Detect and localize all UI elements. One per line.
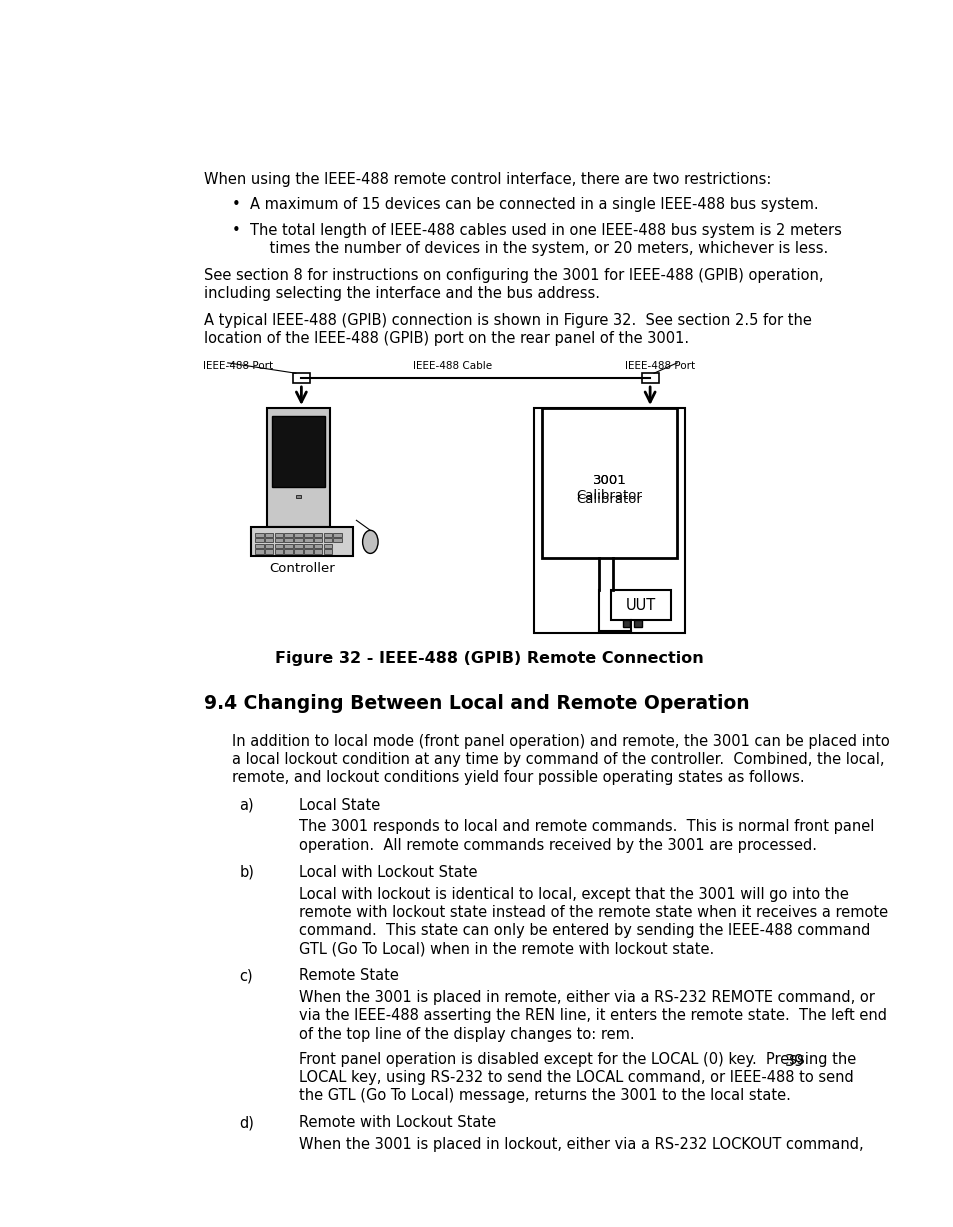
Bar — [304, 544, 313, 548]
Text: c): c) — [239, 968, 253, 984]
Text: See section 8 for instructions on configuring the 3001 for IEEE-488 (GPIB) opera: See section 8 for instructions on config… — [204, 267, 823, 282]
Bar — [274, 539, 283, 542]
Text: IEEE-488 Port: IEEE-488 Port — [203, 361, 273, 371]
Text: Local with Lockout State: Local with Lockout State — [298, 865, 477, 880]
Bar — [274, 544, 283, 548]
Text: 3001
Calibrator: 3001 Calibrator — [576, 475, 641, 507]
Text: •  The total length of IEEE-488 cables used in one IEEE-488 bus system is 2 mete: • The total length of IEEE-488 cables us… — [232, 222, 841, 238]
Bar — [272, 416, 324, 487]
Text: Local State: Local State — [298, 798, 380, 812]
Bar — [323, 544, 332, 548]
Text: location of the IEEE-488 (GPIB) port on the rear panel of the 3001.: location of the IEEE-488 (GPIB) port on … — [204, 331, 689, 346]
Text: including selecting the interface and the bus address.: including selecting the interface and th… — [204, 286, 599, 301]
Bar — [284, 544, 293, 548]
Bar — [641, 373, 658, 383]
Text: A typical IEEE-488 (GPIB) connection is shown in Figure 32.  See section 2.5 for: A typical IEEE-488 (GPIB) connection is … — [204, 313, 812, 328]
Bar — [314, 550, 322, 553]
Bar — [284, 533, 293, 537]
Bar — [274, 550, 283, 553]
Bar — [622, 620, 630, 627]
Bar — [264, 544, 274, 548]
Text: IEEE-488 Port: IEEE-488 Port — [624, 361, 694, 371]
Text: d): d) — [239, 1115, 254, 1130]
Text: When the 3001 is placed in lockout, either via a RS-232 LOCKOUT command,: When the 3001 is placed in lockout, eith… — [298, 1137, 862, 1152]
Text: operation.  All remote commands received by the 3001 are processed.: operation. All remote commands received … — [298, 838, 816, 853]
Bar — [294, 550, 302, 553]
Bar — [323, 550, 332, 553]
Bar — [634, 620, 641, 627]
Text: Front panel operation is disabled except for the LOCAL (0) key.  Pressing the: Front panel operation is disabled except… — [298, 1052, 856, 1066]
Bar — [264, 533, 274, 537]
Text: the GTL (Go To Local) message, returns the 3001 to the local state.: the GTL (Go To Local) message, returns t… — [298, 1088, 790, 1103]
Bar — [284, 539, 293, 542]
Text: via the IEEE-488 asserting the REN line, it enters the remote state.  The left e: via the IEEE-488 asserting the REN line,… — [298, 1009, 886, 1023]
Bar — [294, 533, 302, 537]
Bar — [293, 373, 310, 383]
Bar — [323, 539, 332, 542]
Bar — [610, 590, 671, 620]
Bar — [304, 533, 313, 537]
Bar — [254, 533, 263, 537]
Text: b): b) — [239, 865, 254, 880]
Bar — [534, 407, 684, 633]
Text: of the top line of the display changes to: rem.: of the top line of the display changes t… — [298, 1027, 634, 1042]
Bar — [284, 550, 293, 553]
Bar — [264, 550, 274, 553]
Text: remote with lockout state instead of the remote state when it receives a remote: remote with lockout state instead of the… — [298, 906, 887, 920]
Text: Figure 32 - IEEE-488 (GPIB) Remote Connection: Figure 32 - IEEE-488 (GPIB) Remote Conne… — [274, 652, 702, 666]
Bar — [294, 539, 302, 542]
Bar — [314, 544, 322, 548]
Text: IEEE-488 Cable: IEEE-488 Cable — [413, 361, 492, 371]
Text: 39: 39 — [784, 1054, 804, 1069]
Bar — [254, 544, 263, 548]
Bar — [314, 539, 322, 542]
Text: Remote with Lockout State: Remote with Lockout State — [298, 1115, 496, 1130]
Text: UUT: UUT — [625, 598, 656, 612]
Bar — [304, 550, 313, 553]
Bar — [254, 550, 263, 553]
Bar — [294, 544, 302, 548]
Text: •  A maximum of 15 devices can be connected in a single IEEE-488 bus system.: • A maximum of 15 devices can be connect… — [232, 198, 818, 212]
Text: When the 3001 is placed in remote, either via a RS-232 REMOTE command, or: When the 3001 is placed in remote, eithe… — [298, 990, 874, 1005]
Text: 3001
Calibrator: 3001 Calibrator — [576, 474, 641, 502]
Text: GTL (Go To Local) when in the remote with lockout state.: GTL (Go To Local) when in the remote wit… — [298, 941, 714, 956]
Bar — [541, 407, 677, 558]
Text: command.  This state can only be entered by sending the IEEE-488 command: command. This state can only be entered … — [298, 923, 869, 937]
Text: In addition to local mode (front panel operation) and remote, the 3001 can be pl: In addition to local mode (front panel o… — [232, 734, 888, 748]
Text: a local lockout condition at any time by command of the controller.  Combined, t: a local lockout condition at any time by… — [232, 752, 883, 767]
Bar — [304, 539, 313, 542]
Text: a): a) — [239, 798, 253, 812]
Bar — [295, 494, 300, 498]
Text: 9.4 Changing Between Local and Remote Operation: 9.4 Changing Between Local and Remote Op… — [204, 693, 749, 713]
Text: The 3001 responds to local and remote commands.  This is normal front panel: The 3001 responds to local and remote co… — [298, 820, 874, 834]
Bar — [251, 528, 353, 557]
Text: Controller: Controller — [269, 562, 335, 575]
Text: Remote State: Remote State — [298, 968, 398, 984]
Ellipse shape — [362, 530, 377, 553]
Text: times the number of devices in the system, or 20 meters, whichever is less.: times the number of devices in the syste… — [251, 240, 827, 255]
Text: Local with lockout is identical to local, except that the 3001 will go into the: Local with lockout is identical to local… — [298, 887, 848, 902]
Bar — [333, 539, 342, 542]
Bar — [333, 533, 342, 537]
Bar — [314, 533, 322, 537]
Bar — [274, 533, 283, 537]
Bar — [264, 539, 274, 542]
Text: LOCAL key, using RS-232 to send the LOCAL command, or IEEE-488 to send: LOCAL key, using RS-232 to send the LOCA… — [298, 1070, 853, 1085]
Text: remote, and lockout conditions yield four possible operating states as follows.: remote, and lockout conditions yield fou… — [232, 769, 803, 785]
Bar — [266, 407, 330, 528]
Text: When using the IEEE-488 remote control interface, there are two restrictions:: When using the IEEE-488 remote control i… — [204, 172, 771, 187]
Bar — [254, 539, 263, 542]
Bar — [323, 533, 332, 537]
